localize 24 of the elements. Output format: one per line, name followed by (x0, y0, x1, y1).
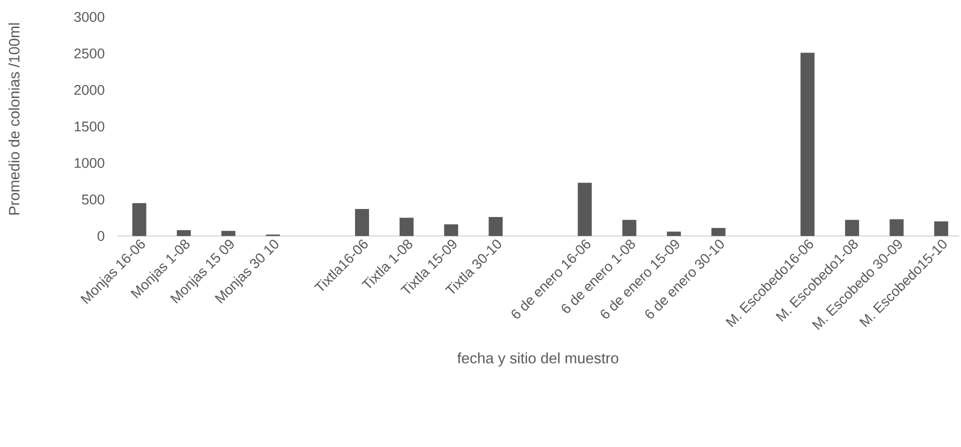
bar (711, 228, 726, 236)
bar (488, 217, 503, 236)
y-tick-label: 500 (82, 194, 104, 204)
bar (800, 52, 815, 236)
bar (444, 224, 458, 236)
y-axis-title: Promedio de colonias /100ml (8, 23, 20, 214)
y-tick-label: 0 (98, 231, 104, 241)
x-axis-title: fecha y sitio del muestro (457, 352, 618, 366)
bar (666, 232, 681, 236)
y-tick-label: 1500 (74, 122, 104, 132)
y-tick-label: 2500 (74, 48, 104, 58)
bar (355, 208, 370, 236)
y-tick-label: 1000 (74, 158, 104, 168)
bar (221, 230, 236, 236)
bar (890, 219, 904, 236)
bar (578, 182, 592, 236)
bar (845, 220, 860, 236)
y-tick-label: 3000 (74, 12, 104, 22)
bar (132, 203, 146, 236)
y-tick-label: 2000 (74, 85, 104, 95)
bar (176, 230, 191, 236)
bar (934, 221, 948, 236)
bar (400, 218, 414, 236)
bar (622, 220, 636, 236)
